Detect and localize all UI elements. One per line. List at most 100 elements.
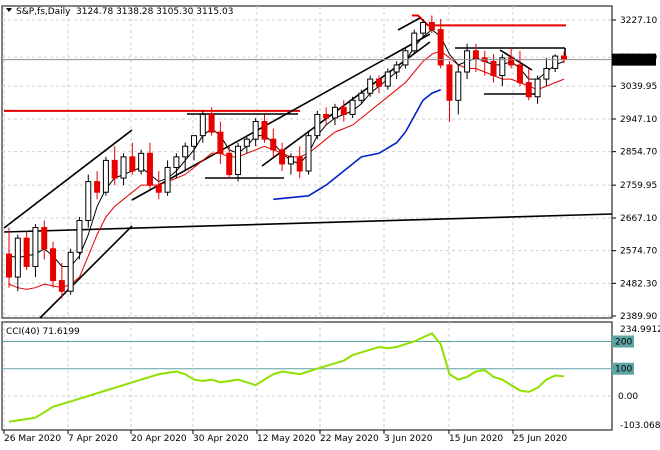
candle-body	[331, 106, 338, 119]
price-tick-label: 2667.10	[620, 214, 657, 224]
date-tick-label: 22 May 2020	[320, 434, 379, 444]
price-tick-label: 3227.10	[620, 16, 657, 26]
candle-body	[94, 181, 101, 193]
candle-body	[411, 32, 418, 52]
candle-body	[455, 71, 462, 101]
candle-body	[384, 71, 391, 87]
candle-body	[85, 181, 92, 222]
cci-label: CCI(40) 71.6199	[6, 327, 80, 337]
candle-body	[261, 121, 268, 140]
candle-body	[490, 60, 497, 77]
candle-body	[120, 156, 127, 179]
candle-body	[76, 220, 83, 253]
candle-body	[420, 22, 427, 34]
symbol-label: S&P,fs,Daily	[16, 7, 71, 17]
price-tick-label: 2482.30	[620, 279, 657, 289]
cci-level-label: 200	[615, 338, 632, 348]
candle-body	[508, 57, 515, 66]
cci-line	[8, 332, 565, 423]
ohlc-label: 3124.78 3138.28 3105.30 3115.03	[76, 7, 233, 17]
candle-body	[358, 92, 365, 101]
candle-body	[314, 113, 321, 137]
candle-body	[464, 50, 471, 73]
date-tick-label: 30 Apr 2020	[193, 434, 249, 444]
candle-body	[226, 152, 233, 176]
candle-body	[279, 149, 286, 165]
candle-body	[217, 131, 224, 154]
candle-body	[340, 106, 347, 115]
candle-body	[525, 82, 532, 98]
candle-body	[446, 64, 453, 101]
candle-body	[349, 99, 356, 115]
cci-scale-bottom: -103.0686	[620, 421, 660, 431]
candle-body	[58, 280, 65, 292]
price-tick-label: 2947.10	[620, 115, 657, 125]
date-tick-label: 15 Jun 2020	[449, 434, 503, 444]
candle-body	[199, 113, 206, 137]
candle-body	[393, 64, 400, 73]
cci-level-badge	[612, 335, 634, 348]
candle-body	[402, 50, 409, 66]
candle-body	[561, 55, 567, 61]
trendline	[3, 213, 613, 233]
candle-body	[243, 138, 250, 147]
candle-body	[543, 67, 550, 80]
trendline	[39, 225, 133, 319]
candle-body	[367, 78, 374, 94]
candle-body	[287, 156, 294, 165]
candle-body	[32, 227, 39, 267]
candle-body	[472, 50, 479, 59]
price-tick-label: 2759.95	[620, 181, 657, 191]
cci-pane-frame	[1, 321, 613, 431]
price-tick-label: 2574.70	[620, 247, 657, 257]
candle-body	[155, 184, 162, 193]
candle-body	[296, 156, 303, 172]
date-tick-label: 12 May 2020	[257, 434, 316, 444]
ma-blue-line	[273, 88, 441, 201]
candle-body	[138, 152, 145, 172]
candle-body	[102, 159, 109, 193]
candle-body	[164, 166, 171, 193]
price-pane-frame	[1, 5, 613, 319]
price-tick-label: 2389.90	[620, 312, 657, 322]
price-tick-label: 2854.70	[620, 148, 657, 158]
candle-body	[50, 248, 57, 282]
date-tick-label: 20 Apr 2020	[131, 434, 187, 444]
candle-body	[252, 121, 259, 140]
trendline	[131, 33, 431, 201]
candle-body	[173, 156, 180, 168]
candle-body	[235, 145, 242, 176]
price-badge: 3115.03	[615, 56, 652, 66]
candle-body	[191, 135, 197, 147]
candle-body	[323, 113, 330, 119]
candle-body	[516, 64, 523, 84]
candle-body	[376, 78, 382, 87]
cci-level-badge	[612, 362, 634, 375]
ma-slow-line	[8, 50, 565, 290]
candle-body	[182, 145, 189, 158]
candle-body	[6, 253, 12, 278]
candle-body	[428, 22, 435, 31]
price-tick-label: 3039.95	[620, 82, 657, 92]
candle-body	[129, 156, 136, 172]
trendline	[261, 41, 431, 167]
candle-body	[499, 57, 506, 77]
candle-body	[146, 152, 153, 186]
candle-body	[305, 135, 312, 172]
candle-body	[552, 55, 559, 69]
candle-body	[23, 237, 30, 267]
candle-body	[14, 237, 21, 278]
cci-level-label: 100	[615, 365, 632, 375]
date-tick-label: 25 Jun 2020	[513, 434, 567, 444]
candle-body	[437, 29, 444, 66]
candle-body	[67, 251, 74, 292]
candle-body	[41, 227, 48, 250]
date-tick-label: 26 Mar 2020	[4, 434, 61, 444]
price-badge-bg	[612, 53, 656, 66]
cci-scale-top: 234.9912	[620, 325, 660, 335]
candle-body	[270, 138, 277, 151]
date-tick-label: 3 Jun 2020	[384, 434, 433, 444]
date-tick-label: 7 Apr 2020	[68, 434, 118, 444]
